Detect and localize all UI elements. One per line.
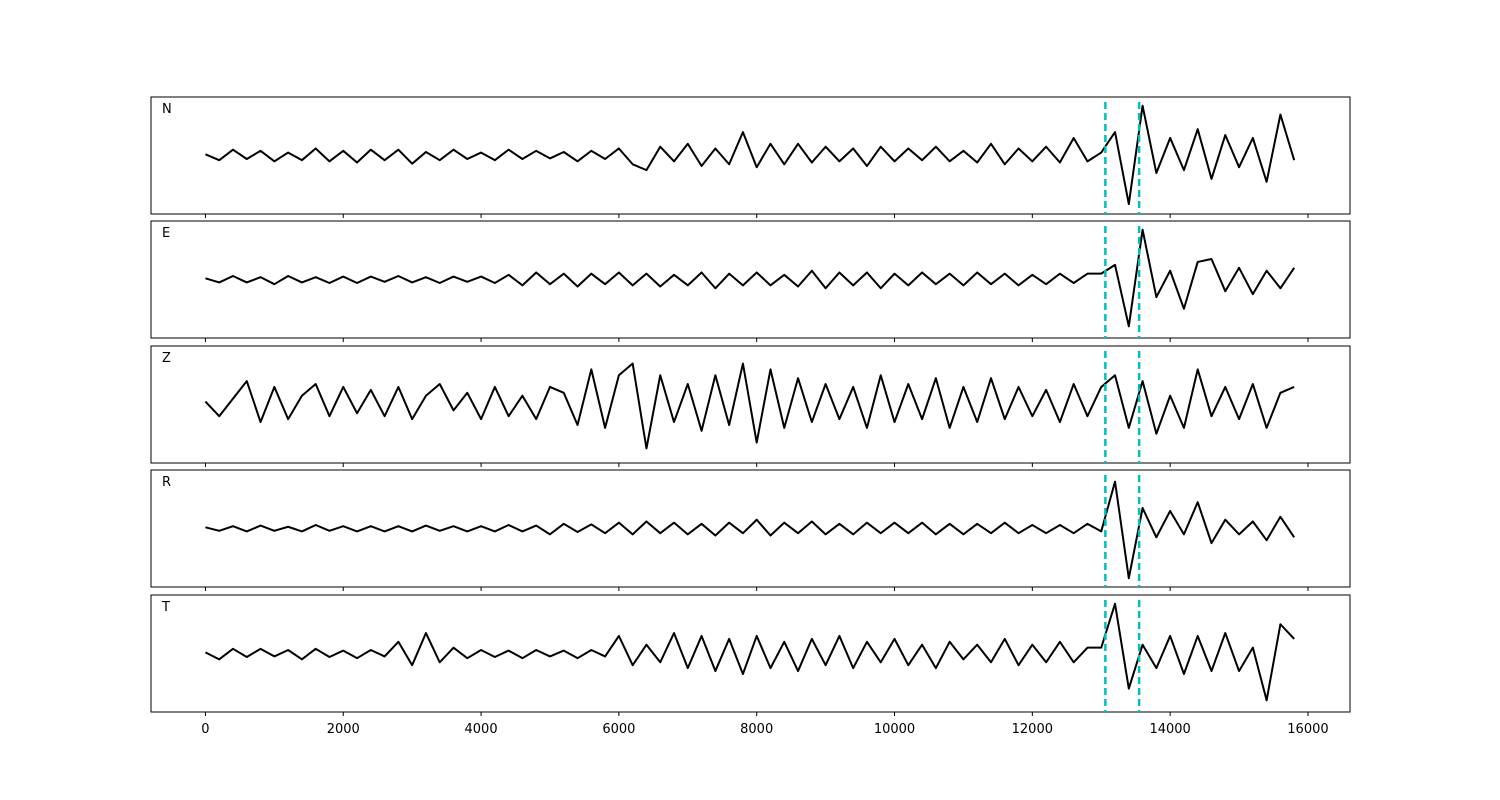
- panel-frame: [150, 220, 1351, 339]
- panel-frame: [150, 345, 1351, 464]
- trace: [205, 228, 1296, 328]
- panel-label: N: [162, 102, 172, 117]
- panel-frame: [150, 469, 1351, 588]
- panel-label: R: [162, 475, 171, 490]
- trace: [204, 602, 1295, 702]
- x-tick-label: 2000: [327, 722, 360, 737]
- x-tick-label: 16000: [1287, 722, 1328, 737]
- x-tick-label: 6000: [602, 722, 635, 737]
- x-tick-label: 12000: [1012, 722, 1053, 737]
- panel-label: T: [161, 600, 170, 615]
- x-tick-label: 10000: [874, 722, 915, 737]
- x-tick-label: 14000: [1149, 722, 1190, 737]
- panel-label: Z: [162, 351, 171, 366]
- x-tick-label: 0: [201, 722, 209, 737]
- x-tick-label: 8000: [740, 722, 773, 737]
- trace: [205, 480, 1296, 580]
- panel-frame: [150, 594, 1351, 713]
- trace: [204, 362, 1295, 450]
- panel-frame: [150, 96, 1351, 215]
- x-tick-label: 4000: [465, 722, 498, 737]
- trace: [205, 104, 1296, 206]
- panel-label: E: [162, 226, 170, 241]
